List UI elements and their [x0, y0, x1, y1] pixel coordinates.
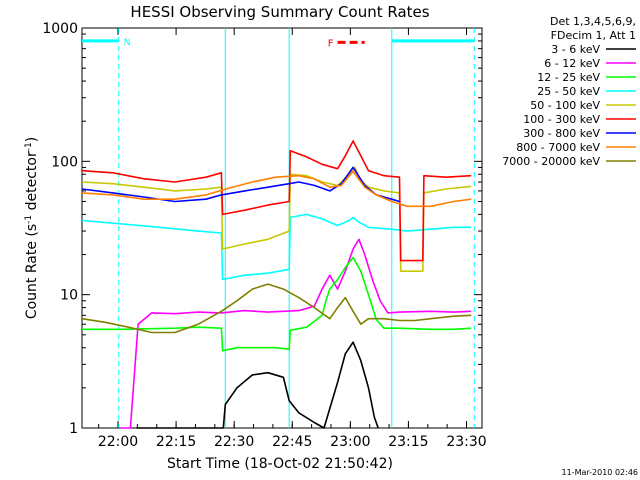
footer-timestamp: 11-Mar-2010 02:46 [562, 468, 639, 477]
legend-entry-label: 7000 - 20000 keV [502, 155, 600, 168]
y-tick-label: 1 [69, 421, 78, 437]
series-line [82, 256, 472, 352]
x-tick-label: 22:15 [156, 434, 196, 450]
series-line [81, 170, 472, 208]
series-line [81, 166, 472, 273]
ylabel-sup2: -1 [24, 142, 34, 151]
x-tick-label: 22:30 [214, 434, 254, 450]
legend-entry-label: 6 - 12 keV [544, 57, 600, 70]
series-line [81, 283, 472, 334]
y-tick-label: 100 [51, 154, 78, 170]
legend-entry-label: 3 - 6 keV [551, 43, 600, 56]
legend-entry-label: 50 - 100 keV [530, 99, 600, 112]
y-axis-label: Count Rate (s-1 detector-1) [24, 137, 40, 319]
x-tick-label: 23:30 [446, 434, 486, 450]
x-tick-label: 22:45 [272, 434, 312, 450]
ylabel-mid: detector [24, 151, 40, 215]
plot-frame [81, 27, 483, 429]
x-axis-ticks: 22:00 22:15 22:30 22:45 23:00 23:15 23:30 [98, 28, 487, 450]
legend-entry-label: 25 - 50 keV [537, 85, 600, 98]
plot-axes [81, 27, 483, 429]
x-axis-label: Start Time (18-Oct-02 21:50:42) [167, 456, 393, 472]
legend-entry-label: 100 - 300 keV [523, 113, 600, 126]
legend-entry-label: 300 - 800 keV [523, 127, 600, 140]
flag-bar-label: N [124, 38, 131, 48]
legend-header-line-1: Det 1,3,4,5,6,9, [550, 15, 636, 28]
ylabel-sup1: -1 [24, 215, 34, 224]
legend: Det 1,3,4,5,6,9, FDecim 1, Att 1 3 - 6 k… [502, 15, 636, 168]
legend-entry-label: 12 - 25 keV [537, 71, 600, 84]
attenuator-markers [118, 28, 475, 428]
legend-header-line-2: FDecim 1, Att 1 [551, 29, 636, 42]
ylabel-end: ) [24, 137, 40, 142]
chart-title: HESSI Observing Summary Count Rates [130, 3, 429, 21]
series-line [81, 140, 472, 262]
y-tick-label: 1000 [42, 21, 78, 37]
x-tick-label: 23:00 [330, 434, 370, 450]
ylabel-main: Count Rate (s [24, 224, 40, 319]
x-tick-label: 22:00 [98, 434, 138, 450]
series-lines [81, 140, 472, 429]
series-line [136, 341, 379, 429]
legend-entry-label: 800 - 7000 keV [516, 141, 600, 154]
y-tick-label: 10 [60, 288, 78, 304]
y-axis-ticks: 1 10 100 1000 [42, 21, 482, 437]
series-line [120, 238, 472, 429]
series-line [81, 166, 400, 203]
x-tick-label: 23:15 [388, 434, 428, 450]
flag-label: F [328, 38, 334, 49]
